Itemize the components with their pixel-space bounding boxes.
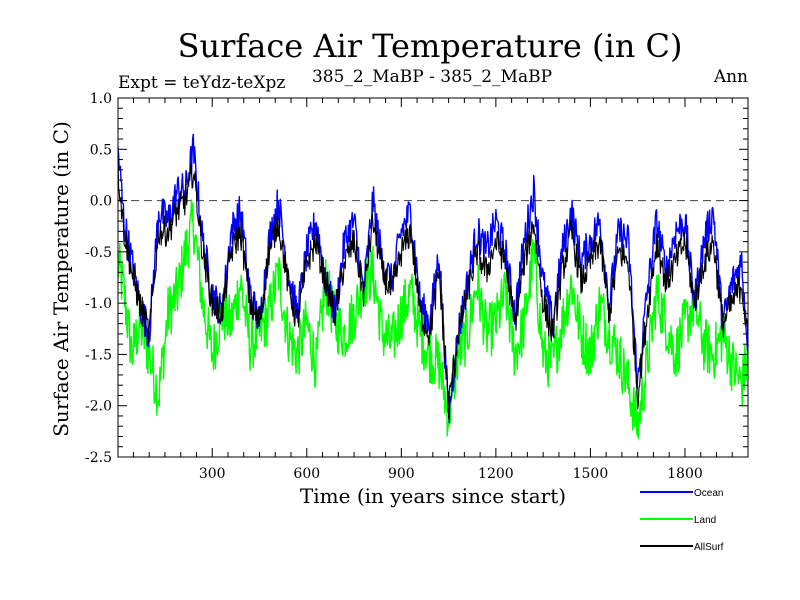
chart-title: Surface Air Temperature (in C) xyxy=(178,27,683,65)
experiment-label: Expt = teYdz-teXpz xyxy=(118,73,285,93)
season-label: Ann xyxy=(713,67,748,87)
legend-label-land: Land xyxy=(694,515,716,526)
x-tick-label: 300 xyxy=(199,466,226,482)
x-tick-label: 1200 xyxy=(478,466,514,482)
x-tick-label: 900 xyxy=(388,466,415,482)
y-tick-label: 0.5 xyxy=(90,142,112,158)
y-axis-label: Surface Air Temperature (in C) xyxy=(49,121,73,437)
legend: Ocean Land AllSurf xyxy=(640,488,724,553)
y-tick-label: -1.5 xyxy=(85,347,112,363)
comparison-label: 385_2_MaBP - 385_2_MaBP xyxy=(312,67,552,87)
x-tick-label: 1800 xyxy=(667,466,703,482)
y-tick-label: 0.0 xyxy=(90,194,112,210)
legend-label-allsurf: AllSurf xyxy=(694,542,724,553)
x-axis-label: Time (in years since start) xyxy=(300,484,566,508)
plot-frame xyxy=(117,97,749,458)
series-line-allsurf xyxy=(117,157,749,419)
y-tick-label: -2.5 xyxy=(85,450,112,466)
y-tick-label: 1.0 xyxy=(90,91,112,107)
y-tick-label: -2.0 xyxy=(85,399,112,415)
y-tick-label: -1.0 xyxy=(85,296,112,312)
y-tick-label: -0.5 xyxy=(85,245,112,261)
x-tick-label: 1500 xyxy=(573,466,609,482)
legend-label-ocean: Ocean xyxy=(694,488,723,499)
series-layer xyxy=(117,133,749,440)
x-tick-label: 600 xyxy=(293,466,320,482)
axis-layer: 300 600 900 1200 1500 1800 -2.5 -2.0 -1.5 -1.0 -0.… xyxy=(85,91,749,482)
series-line-land xyxy=(117,199,749,440)
